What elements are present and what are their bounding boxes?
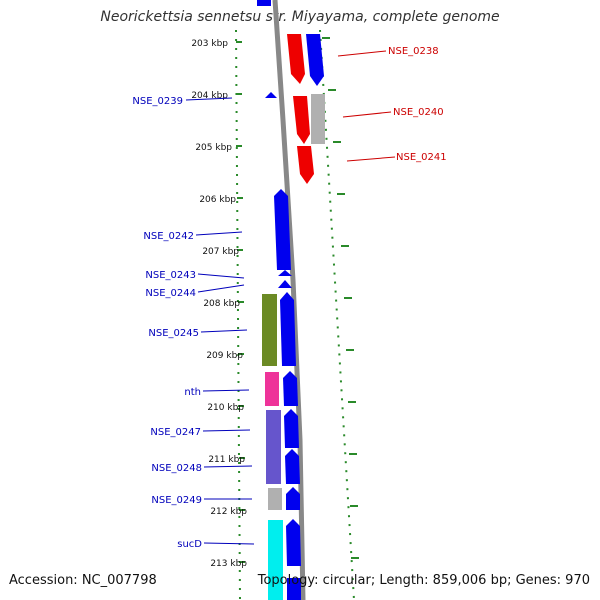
scale-ticks: 203 kbp 204 kbp 205 kbp 206 kbp 207 kbp … (191, 39, 247, 569)
gene-nse-0240-arrow (293, 96, 310, 144)
left-gene-labels: NSE_0239 NSE_0242 NSE_0243 NSE_0244 NSE_… (132, 96, 202, 550)
gene-label-nse-0238: NSE_0238 (388, 46, 439, 57)
leader-line (185, 97, 233, 101)
gene-label-sucd: sucD (177, 539, 202, 550)
gene-label-nse-0244: NSE_0244 (145, 288, 196, 299)
gene-nth-arrow (283, 371, 298, 406)
gene-block-top-edge (257, 0, 271, 6)
scale-tick-label: 203 kbp (191, 39, 228, 49)
gene-nse-0242-arrow (274, 189, 291, 270)
gene-bottom-block (287, 578, 301, 600)
category-block-grey (268, 488, 282, 510)
gene-nse-0241-arrow (297, 146, 314, 184)
leader-line (195, 231, 243, 236)
category-block-magenta (265, 372, 279, 406)
gene-grey-block (311, 94, 325, 144)
gene-label-nse-0243: NSE_0243 (145, 270, 196, 281)
scale-tick-label: 208 kbp (203, 299, 240, 309)
scale-tick-label: 204 kbp (191, 91, 228, 101)
gene-label-nse-0241: NSE_0241 (396, 152, 447, 163)
gene-label-nse-0248: NSE_0248 (151, 463, 202, 474)
leader-line (203, 542, 255, 545)
gene-label-nse-0239: NSE_0239 (132, 96, 183, 107)
scale-tick-label: 213 kbp (210, 559, 247, 569)
gene-nse-0247-arrow (284, 409, 299, 448)
gc-dots-outer (319, 29, 355, 600)
outer-ring-marks (322, 37, 359, 559)
leader-line (197, 284, 245, 293)
gene-nse-0238-arrow (287, 34, 305, 84)
gene-sucD-arrow (286, 519, 301, 566)
category-block-olive (262, 294, 277, 366)
scale-tick-label: 205 kbp (195, 143, 232, 153)
gene-forward-top-arrow (306, 34, 324, 86)
scale-tick-label: 212 kbp (210, 507, 247, 517)
scale-tick-label: 209 kbp (206, 351, 243, 361)
genome-backbone (272, 0, 306, 600)
scale-tick-label: 210 kbp (207, 403, 244, 413)
accession-text: Accession: NC_007798 (9, 573, 157, 588)
leader-line (197, 273, 245, 279)
leader-line (202, 389, 250, 392)
leader-line (342, 111, 392, 118)
gene-label-nse-0249: NSE_0249 (151, 495, 202, 506)
scale-tick-label: 207 kbp (202, 247, 239, 257)
gene-label-nth: nth (184, 387, 201, 398)
right-label-lines (337, 50, 396, 162)
gene-label-nse-0245: NSE_0245 (148, 328, 199, 339)
left-label-lines (185, 97, 255, 545)
gene-nse-0239-arrow (265, 92, 277, 98)
scale-tick-label: 211 kbp (208, 455, 245, 465)
category-block-cyan (268, 520, 283, 600)
map-title: Neorickettsia sennetsu str. Miyayama, co… (100, 9, 500, 25)
leader-line (200, 329, 248, 333)
leader-line (202, 429, 251, 432)
gene-label-nse-0247: NSE_0247 (150, 427, 201, 438)
leader-line (346, 156, 396, 162)
gene-nse-0245-arrow (280, 292, 296, 366)
gene-nse-0244-arrow (278, 280, 292, 288)
gene-nse-0249-arrow (286, 487, 300, 510)
gene-label-nse-0242: NSE_0242 (143, 231, 194, 242)
gene-label-nse-0240: NSE_0240 (393, 107, 444, 118)
right-gene-labels: NSE_0238 NSE_0240 NSE_0241 (388, 46, 447, 163)
leader-line (203, 465, 253, 468)
genome-stats-text: Topology: circular; Length: 859,006 bp; … (257, 573, 590, 588)
category-block-slate (266, 410, 281, 484)
scale-tick-label: 206 kbp (199, 195, 236, 205)
gene-nse-0243-arrow (278, 270, 292, 276)
leader-line (337, 50, 387, 57)
gene-nse-0248-arrow (285, 449, 300, 484)
